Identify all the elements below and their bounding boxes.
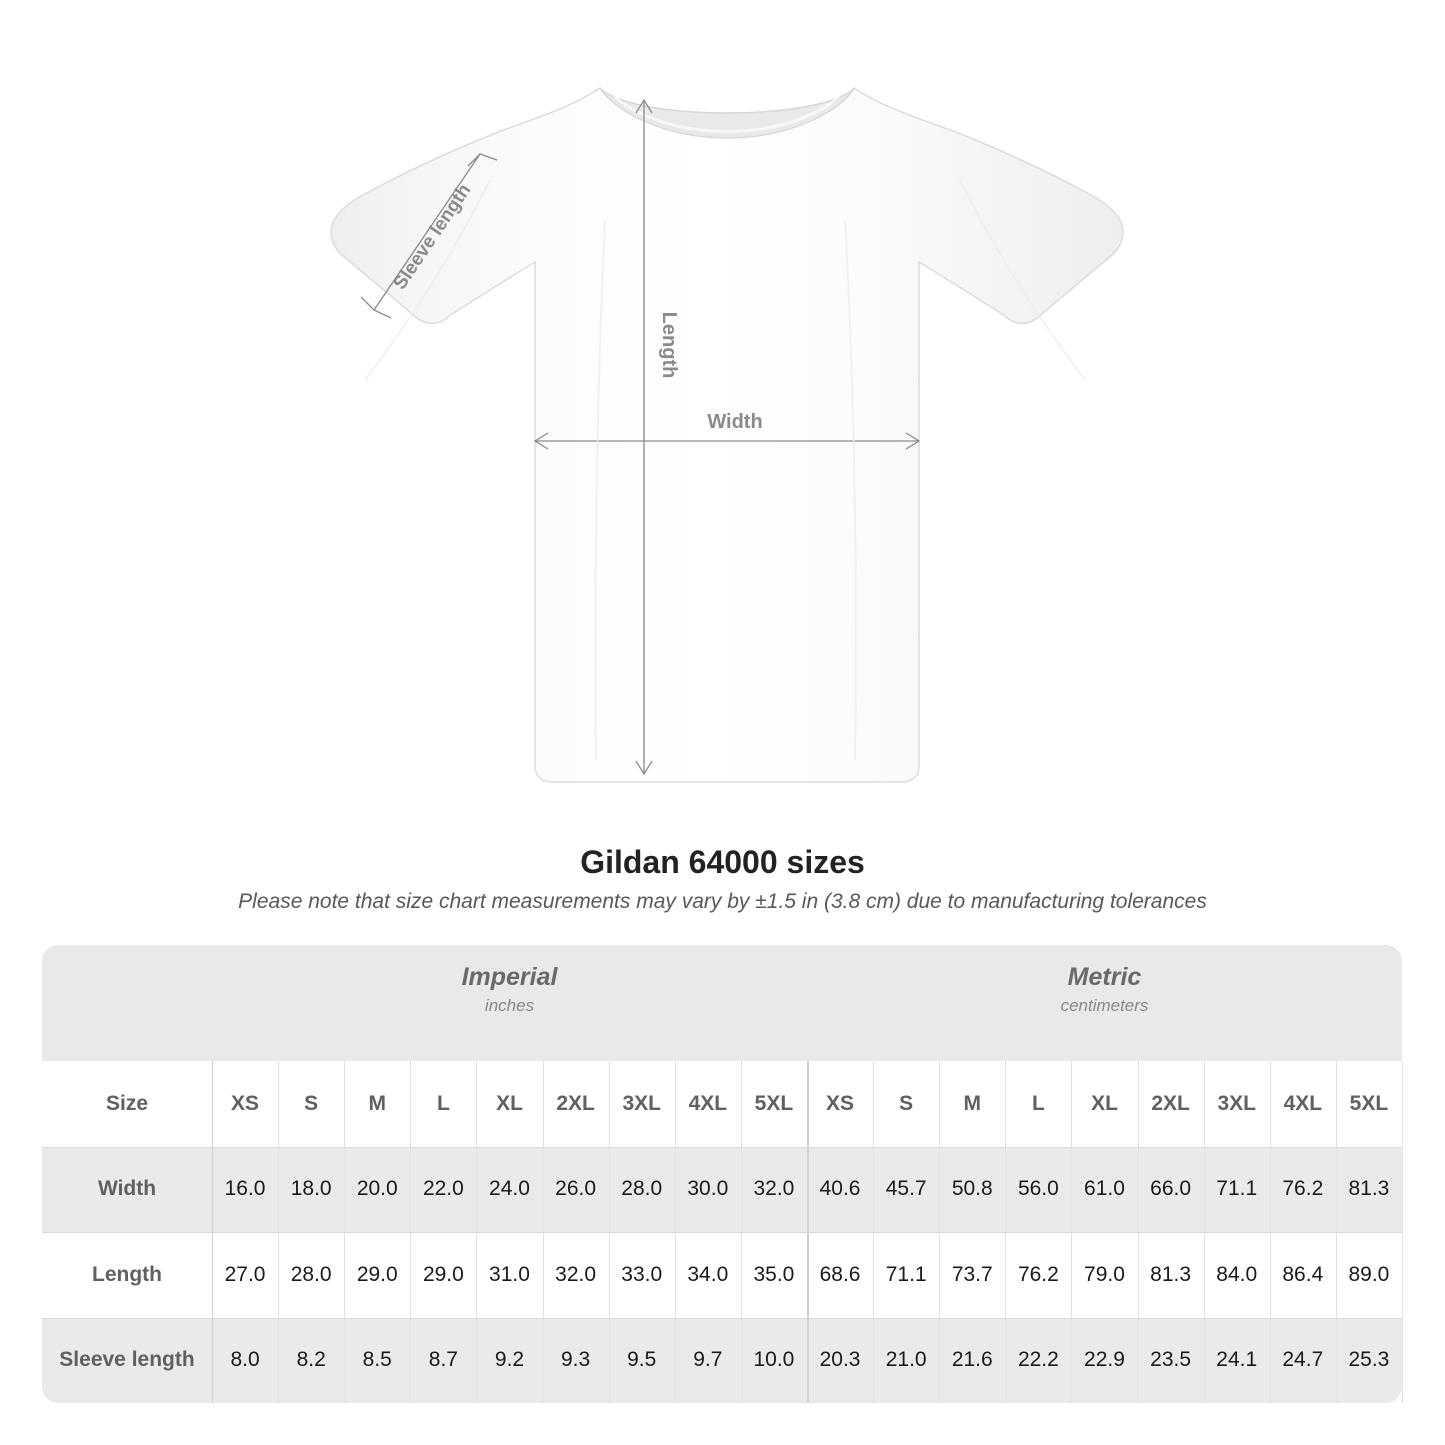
svg-text:Length: Length [658,312,680,379]
svg-text:Width: Width [707,411,762,433]
